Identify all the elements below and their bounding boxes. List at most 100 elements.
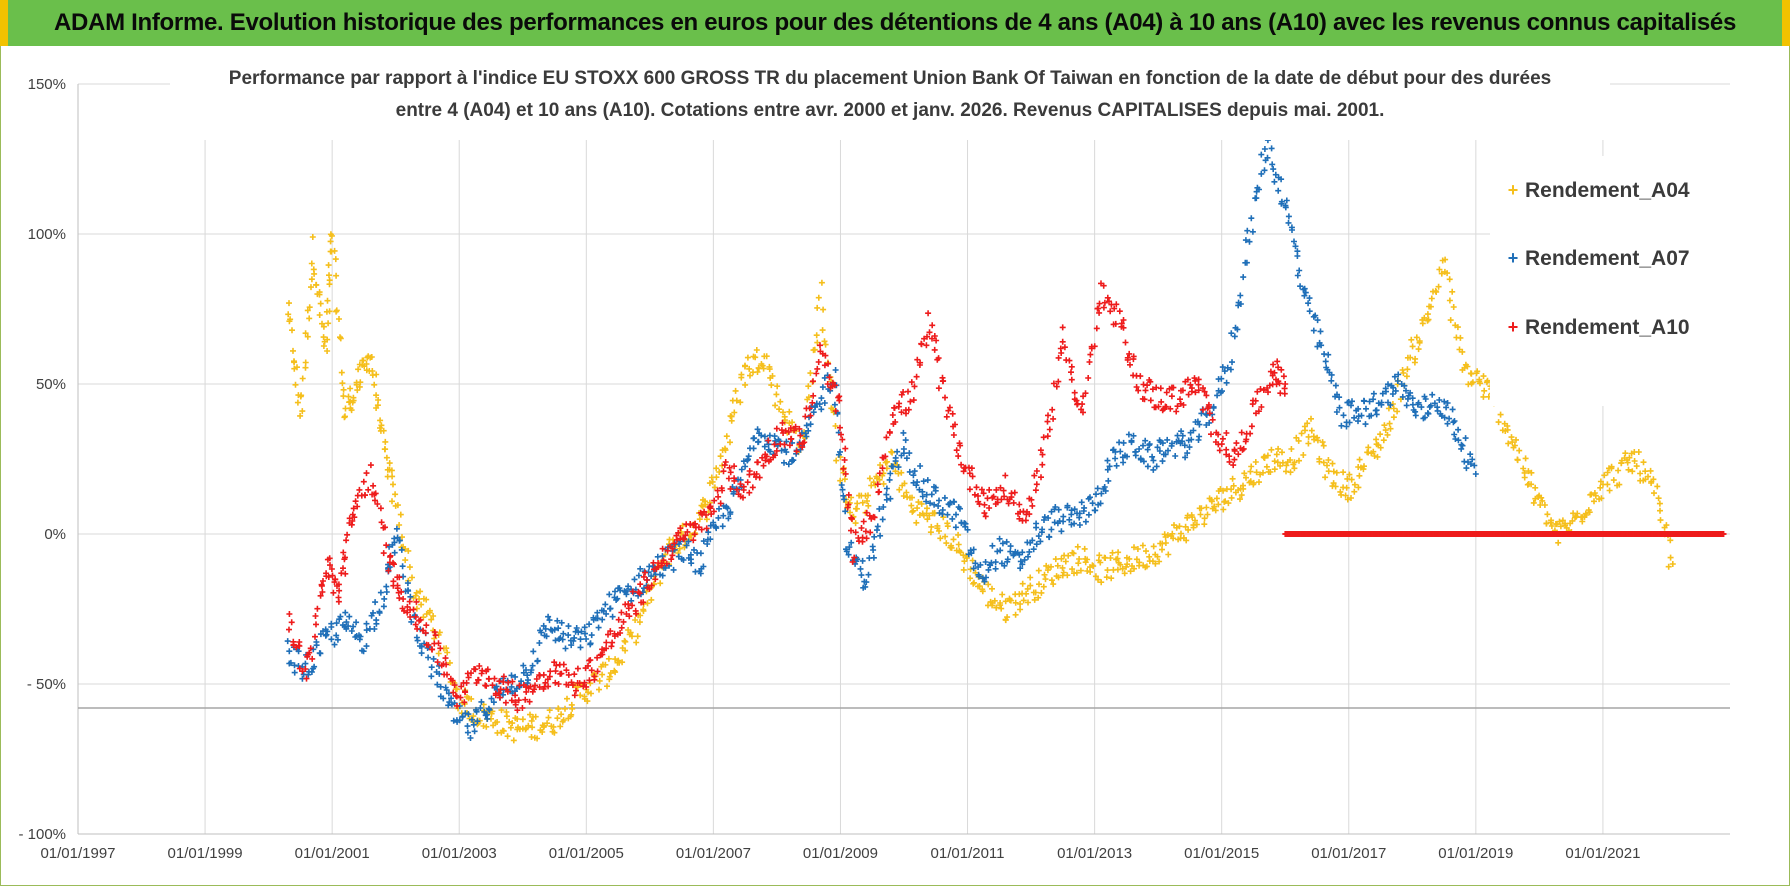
point-a07 xyxy=(625,583,632,590)
point-a04 xyxy=(1647,467,1654,474)
point-a04 xyxy=(354,387,361,394)
point-a10 xyxy=(832,408,839,414)
point-a04 xyxy=(1176,523,1183,530)
point-a04 xyxy=(910,507,917,514)
point-a04 xyxy=(1097,559,1104,566)
point-a10 xyxy=(603,645,610,652)
point-a07 xyxy=(1098,490,1105,497)
point-a10 xyxy=(512,699,519,706)
point-a10 xyxy=(966,486,973,493)
point-a07 xyxy=(1092,507,1099,514)
point-a04 xyxy=(1020,597,1027,604)
point-a10 xyxy=(412,613,419,620)
point-a10 xyxy=(615,616,622,623)
point-a07 xyxy=(363,627,370,634)
point-a04 xyxy=(397,511,404,518)
point-a07 xyxy=(1071,520,1078,527)
point-a10 xyxy=(982,513,989,520)
point-a10 xyxy=(848,515,855,522)
point-a07 xyxy=(683,542,690,549)
point-a07 xyxy=(551,626,558,633)
point-a10 xyxy=(325,574,332,580)
point-a04 xyxy=(913,519,920,526)
point-a10 xyxy=(425,642,432,649)
y-tick-label: - 50% xyxy=(27,676,66,693)
point-a04 xyxy=(1610,477,1617,484)
point-a04 xyxy=(1538,494,1545,501)
point-a10 xyxy=(335,598,342,605)
point-a10 xyxy=(629,588,636,595)
point-a04 xyxy=(1442,256,1449,263)
point-a04 xyxy=(340,386,347,393)
point-a04 xyxy=(402,546,409,553)
point-a04 xyxy=(901,480,908,487)
point-a07 xyxy=(1296,267,1303,274)
point-a10 xyxy=(849,558,856,565)
point-a10 xyxy=(1116,308,1123,315)
point-a04 xyxy=(1384,431,1391,438)
point-a10 xyxy=(1271,369,1278,376)
point-a07 xyxy=(1190,427,1197,434)
point-a07 xyxy=(1066,516,1073,523)
point-a07 xyxy=(470,721,477,728)
point-a07 xyxy=(887,470,894,477)
point-a04 xyxy=(569,705,576,712)
point-a04 xyxy=(1403,373,1410,380)
point-a10 xyxy=(658,562,665,569)
point-a10 xyxy=(910,397,917,404)
point-a10 xyxy=(663,560,670,567)
data-points xyxy=(284,137,1727,744)
point-a10 xyxy=(1096,309,1103,316)
point-a04 xyxy=(1380,437,1387,444)
point-a04 xyxy=(1241,470,1248,477)
point-a07 xyxy=(900,429,907,436)
point-a04 xyxy=(950,536,957,543)
point-a07 xyxy=(1048,526,1055,533)
point-a04 xyxy=(392,491,399,498)
point-a04 xyxy=(1559,517,1566,524)
point-a04 xyxy=(1119,565,1126,572)
point-a04 xyxy=(1277,462,1284,469)
point-a10 xyxy=(771,441,778,448)
point-a10 xyxy=(330,589,337,596)
point-a04 xyxy=(1042,576,1049,583)
point-a04 xyxy=(774,383,781,390)
point-a10 xyxy=(603,639,610,646)
point-a07 xyxy=(964,526,971,533)
point-a04 xyxy=(723,433,730,440)
point-a07 xyxy=(490,699,497,706)
point-a04 xyxy=(1355,484,1362,491)
point-a10 xyxy=(721,462,728,469)
point-a10 xyxy=(1255,408,1262,415)
point-a10 xyxy=(390,559,396,566)
point-a07 xyxy=(291,669,298,676)
point-a04 xyxy=(1320,442,1327,449)
point-a04 xyxy=(622,647,629,654)
point-a10 xyxy=(637,581,644,588)
point-a10 xyxy=(532,682,538,689)
point-a04 xyxy=(1295,437,1302,444)
point-a04 xyxy=(1117,561,1124,568)
point-a04 xyxy=(1361,463,1367,470)
point-a07 xyxy=(1291,238,1297,245)
point-a10 xyxy=(773,447,780,454)
axes: - 100%- 50%0%50%100%150%01/01/1997 01/01/… xyxy=(18,76,1730,862)
point-a04 xyxy=(311,270,318,277)
point-a04 xyxy=(514,716,521,722)
point-a04 xyxy=(1344,496,1351,503)
point-a07 xyxy=(1164,436,1171,443)
point-a07 xyxy=(1275,187,1282,194)
point-a07 xyxy=(874,523,881,530)
chart-title-line-1: Performance par rapport à l'indice EU ST… xyxy=(229,68,1551,89)
point-a10 xyxy=(396,595,403,602)
point-a10 xyxy=(807,412,814,419)
point-a10 xyxy=(332,576,339,583)
point-a07 xyxy=(1346,419,1353,426)
point-a07 xyxy=(587,640,594,647)
point-a04 xyxy=(1640,459,1647,466)
point-a07 xyxy=(880,504,887,510)
point-a07 xyxy=(570,638,577,644)
point-a07 xyxy=(970,546,977,553)
point-a10 xyxy=(1195,387,1202,394)
point-a07 xyxy=(939,507,946,513)
